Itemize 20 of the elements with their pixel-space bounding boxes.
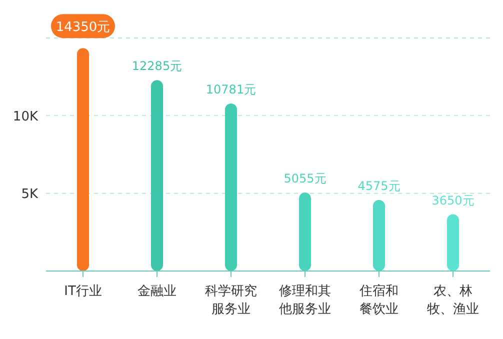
x-tick-label: IT行业 bbox=[64, 284, 102, 299]
data-label: 10781元 bbox=[206, 82, 256, 97]
x-tick-label: 科学研究服务业 bbox=[205, 284, 257, 317]
data-label: 3650元 bbox=[432, 193, 474, 208]
y-tick-label: 5K bbox=[21, 186, 38, 202]
y-tick-label: 10K bbox=[12, 109, 38, 124]
bar bbox=[151, 80, 163, 271]
data-label: 5055元 bbox=[284, 171, 326, 186]
x-tick-label: 农、林牧、渔业 bbox=[427, 284, 479, 317]
x-tick-label: 修理和其他服务业 bbox=[279, 284, 331, 317]
bar bbox=[373, 200, 385, 271]
data-label: 4575元 bbox=[358, 178, 400, 193]
bar bbox=[299, 192, 311, 271]
bar bbox=[77, 48, 89, 271]
data-label: 12285元 bbox=[132, 59, 182, 74]
bar bbox=[225, 104, 237, 271]
x-tick-label: 住宿和餐饮业 bbox=[358, 283, 398, 317]
x-tick-label: 金融业 bbox=[138, 284, 176, 299]
data-label: 14350元 bbox=[56, 20, 110, 36]
bar bbox=[447, 214, 459, 271]
